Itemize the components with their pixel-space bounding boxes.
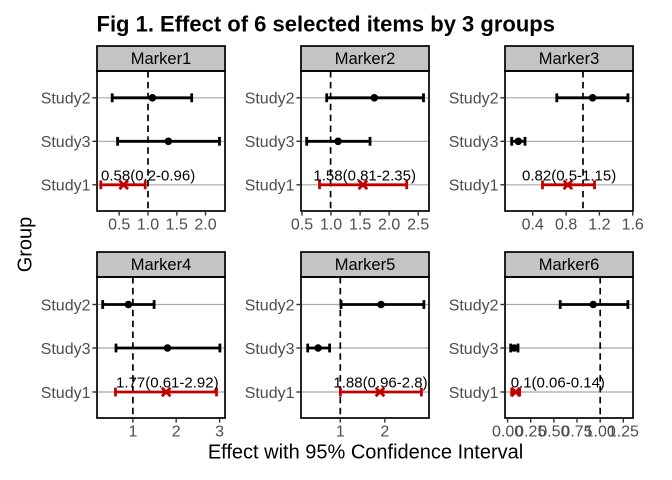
svg-text:1.6: 1.6: [622, 217, 644, 234]
svg-text:Marker1: Marker1: [131, 50, 192, 68]
svg-text:0.75: 0.75: [561, 423, 592, 440]
svg-text:Study3: Study3: [41, 134, 91, 151]
svg-text:Study1: Study1: [245, 385, 295, 402]
svg-text:1.77(0.61-2.92): 1.77(0.61-2.92): [116, 375, 219, 392]
svg-text:2.0: 2.0: [194, 217, 216, 234]
svg-text:Marker2: Marker2: [335, 50, 396, 68]
svg-text:Study1: Study1: [41, 178, 91, 195]
svg-text:0.58(0.2-0.96): 0.58(0.2-0.96): [101, 168, 195, 185]
svg-text:2: 2: [380, 423, 389, 440]
svg-text:Study3: Study3: [245, 341, 295, 358]
svg-text:Study2: Study2: [245, 297, 295, 314]
svg-text:0.5: 0.5: [291, 217, 313, 234]
svg-text:Group: Group: [15, 217, 37, 273]
svg-text:Marker6: Marker6: [539, 256, 600, 274]
svg-text:Marker3: Marker3: [539, 50, 600, 68]
svg-text:Study1: Study1: [245, 178, 295, 195]
svg-text:Fig 1. Effect of 6 selected it: Fig 1. Effect of 6 selected items by 3 g…: [97, 12, 555, 37]
svg-text:1.58(0.81-2.35): 1.58(0.81-2.35): [313, 168, 416, 185]
svg-text:1.00: 1.00: [585, 423, 616, 440]
svg-text:Marker5: Marker5: [335, 256, 396, 274]
svg-text:Study3: Study3: [245, 134, 295, 151]
svg-text:1.0: 1.0: [320, 217, 342, 234]
svg-text:0.5: 0.5: [108, 217, 130, 234]
svg-text:1: 1: [336, 423, 345, 440]
svg-text:Study2: Study2: [245, 91, 295, 108]
svg-text:2.0: 2.0: [378, 217, 400, 234]
svg-text:0.50: 0.50: [538, 423, 569, 440]
svg-text:Study3: Study3: [449, 341, 499, 358]
svg-text:0.4: 0.4: [522, 217, 544, 234]
svg-text:Study1: Study1: [41, 385, 91, 402]
svg-text:1.0: 1.0: [137, 217, 159, 234]
svg-text:Study1: Study1: [449, 385, 499, 402]
svg-text:Study3: Study3: [449, 134, 499, 151]
svg-text:Marker4: Marker4: [131, 256, 192, 274]
svg-text:1.5: 1.5: [349, 217, 371, 234]
svg-text:0.82(0.5-1.15): 0.82(0.5-1.15): [522, 168, 616, 185]
svg-text:Study2: Study2: [41, 297, 91, 314]
svg-text:Study2: Study2: [449, 91, 499, 108]
svg-text:1.88(0.96-2.8): 1.88(0.96-2.8): [333, 375, 427, 392]
svg-text:3: 3: [215, 423, 224, 440]
svg-text:1: 1: [128, 423, 137, 440]
svg-text:1.25: 1.25: [608, 423, 639, 440]
svg-text:Effect with 95% Confidence Int: Effect with 95% Confidence Interval: [208, 442, 523, 464]
svg-text:0.00: 0.00: [492, 423, 523, 440]
svg-text:2.5: 2.5: [407, 217, 429, 234]
svg-text:Study3: Study3: [41, 341, 91, 358]
svg-text:2: 2: [172, 423, 181, 440]
svg-text:Study1: Study1: [449, 178, 499, 195]
svg-text:Study2: Study2: [449, 297, 499, 314]
svg-text:0.25: 0.25: [515, 423, 546, 440]
svg-text:0.1(0.06-0.14): 0.1(0.06-0.14): [511, 375, 605, 392]
svg-text:1.5: 1.5: [166, 217, 188, 234]
svg-text:0.8: 0.8: [555, 217, 577, 234]
svg-text:Study2: Study2: [41, 91, 91, 108]
svg-text:1.2: 1.2: [588, 217, 610, 234]
